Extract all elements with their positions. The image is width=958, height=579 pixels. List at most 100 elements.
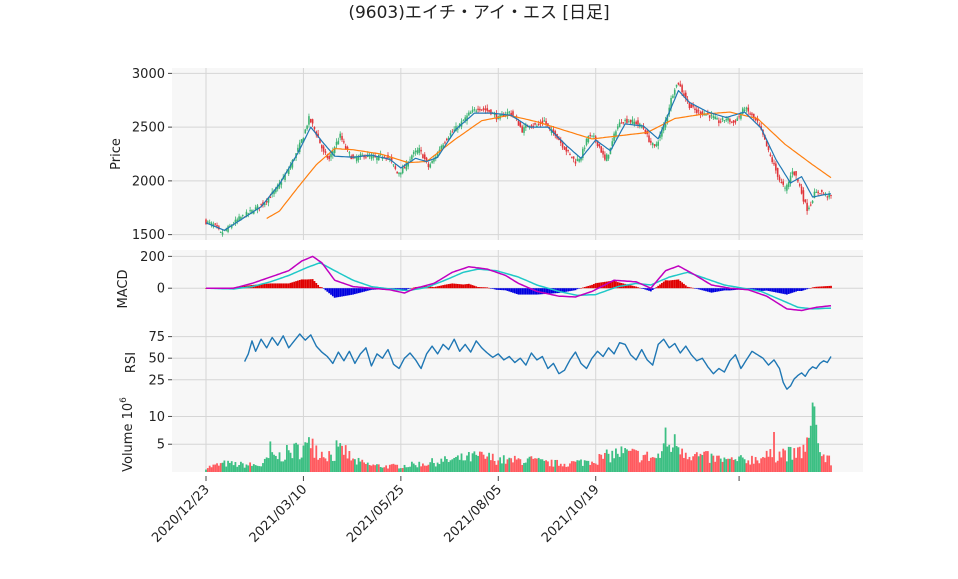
volume-bar <box>330 454 332 472</box>
candle-body <box>589 134 591 136</box>
candle-body <box>418 147 421 153</box>
candle-body <box>249 210 251 212</box>
candle-body <box>690 104 693 108</box>
volume-bar <box>216 463 218 472</box>
candle-body <box>723 120 726 122</box>
volume-bar <box>587 460 590 472</box>
macd-histogram-bar <box>581 287 584 289</box>
candle-body <box>677 82 680 85</box>
volume-bar <box>401 468 404 472</box>
volume-bar <box>278 452 281 472</box>
volume-bar <box>716 455 718 472</box>
candle-body <box>205 219 207 225</box>
macd-histogram-bar <box>274 283 277 289</box>
volume-bar <box>653 457 656 472</box>
candle-body <box>508 111 511 113</box>
volume-bar <box>381 467 384 472</box>
macd-histogram-bar <box>306 279 309 289</box>
macd-histogram-bar <box>692 287 695 289</box>
candle-body <box>431 160 433 163</box>
volume-bar <box>780 457 783 472</box>
candle-body <box>618 122 621 128</box>
volume-bar <box>208 465 211 472</box>
candle-body <box>440 145 443 150</box>
candle-body <box>394 166 397 169</box>
volume-bar <box>271 452 274 472</box>
volume-bar <box>295 442 297 472</box>
macd-histogram-bar <box>653 288 656 289</box>
candle-body <box>778 176 781 181</box>
candle-body <box>372 156 375 158</box>
candle-body <box>758 124 761 126</box>
volume-bar <box>488 452 490 472</box>
candle-body <box>493 114 496 116</box>
macd-histogram-bar <box>710 288 713 293</box>
candle-body <box>596 140 599 146</box>
volume-bar <box>806 437 809 472</box>
macd-histogram-bar <box>508 288 511 292</box>
volume-bar <box>662 443 665 472</box>
volume-bar <box>451 459 454 472</box>
candle-body <box>252 211 255 214</box>
candle-body <box>502 115 505 117</box>
macd-histogram-bar <box>694 288 696 289</box>
macd-histogram-bar <box>330 288 332 295</box>
macd-histogram-bar <box>455 283 457 289</box>
macd-histogram-bar <box>282 283 285 289</box>
volume-bar <box>684 452 687 472</box>
macd-histogram-bar <box>721 288 724 291</box>
volume-bar <box>545 460 547 472</box>
candle-body <box>420 149 422 152</box>
volume-bar <box>447 462 450 472</box>
macd-histogram-bar <box>587 285 590 289</box>
macd-histogram-bar <box>409 288 411 289</box>
candle-body <box>245 211 248 217</box>
macd-histogram-bar <box>809 288 812 289</box>
candle-body <box>819 193 821 195</box>
volume-bar <box>567 466 570 472</box>
candle-body <box>765 140 768 147</box>
macd-histogram-bar <box>488 287 490 289</box>
volume-bar <box>657 453 660 472</box>
candle-body <box>480 109 483 111</box>
candle-body <box>300 139 303 143</box>
candle-body <box>567 150 569 152</box>
candle-body <box>543 120 546 122</box>
candle-body <box>769 154 772 156</box>
volume-bar <box>409 466 411 472</box>
macd-histogram-bar <box>774 288 777 293</box>
macd-histogram-bar <box>328 288 331 294</box>
candle-body <box>225 229 228 231</box>
volume-bar <box>484 458 487 472</box>
volume-bar <box>425 465 428 472</box>
candle-body <box>280 182 283 185</box>
volume-bar <box>206 468 209 472</box>
volume-bar <box>677 447 680 472</box>
volume-bar <box>508 457 511 472</box>
candle-body <box>423 154 426 159</box>
volume-bar <box>217 465 220 472</box>
volume-bar <box>679 454 682 472</box>
volume-bar <box>265 457 268 472</box>
volume-bar <box>267 458 270 472</box>
macd-histogram-bar <box>618 282 621 289</box>
macd-histogram-bar <box>830 285 832 289</box>
candle-body <box>348 152 351 154</box>
macd-histogram-bar <box>626 284 628 289</box>
volume-bar <box>747 460 750 472</box>
volume-bar <box>287 450 290 472</box>
macd-signal-line <box>205 261 832 310</box>
macd-histogram-bar <box>433 287 435 289</box>
macd-histogram-bar <box>405 288 408 290</box>
candle-body <box>791 171 794 175</box>
volume-bar <box>629 450 632 472</box>
candle-body <box>571 156 573 158</box>
candle-body <box>780 181 783 183</box>
macd-histogram-bar <box>806 288 809 290</box>
volume-bar <box>256 465 259 472</box>
candle-body <box>409 159 411 161</box>
macd-histogram-bar <box>287 283 290 289</box>
tick-label-y: 3000 <box>132 67 165 82</box>
candle-body <box>741 108 744 114</box>
volume-bar <box>569 463 571 472</box>
